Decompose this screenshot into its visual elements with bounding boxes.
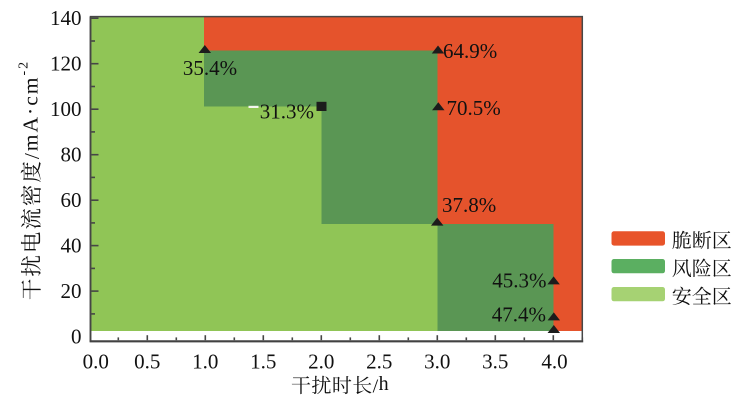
svg-text:20: 20: [61, 279, 82, 303]
svg-text:风险区: 风险区: [672, 252, 732, 281]
svg-text:干扰电流密度/mA·cm-2: 干扰电流密度/mA·cm-2: [15, 60, 46, 300]
svg-text:干扰时长/h: 干扰时长/h: [291, 369, 389, 398]
svg-text:4.0: 4.0: [541, 349, 567, 373]
svg-text:47.4%: 47.4%: [492, 303, 546, 327]
svg-text:1.5: 1.5: [250, 349, 276, 373]
svg-text:60: 60: [61, 188, 82, 212]
svg-text:80: 80: [61, 143, 82, 167]
svg-text:0.5: 0.5: [134, 349, 160, 373]
svg-text:0: 0: [71, 325, 82, 349]
svg-text:100: 100: [50, 97, 82, 121]
svg-text:31.3%: 31.3%: [260, 99, 314, 123]
svg-text:35.4%: 35.4%: [183, 56, 237, 80]
svg-text:2.5: 2.5: [366, 349, 392, 373]
svg-text:70.5%: 70.5%: [447, 96, 501, 120]
svg-text:37.8%: 37.8%: [442, 193, 496, 217]
svg-text:3.0: 3.0: [424, 349, 450, 373]
svg-text:1.0: 1.0: [192, 349, 218, 373]
svg-text:45.3%: 45.3%: [492, 269, 546, 293]
svg-text:40: 40: [61, 234, 82, 258]
svg-text:2.0: 2.0: [308, 349, 334, 373]
svg-text:0.0: 0.0: [83, 349, 109, 373]
svg-text:安全区: 安全区: [672, 280, 732, 309]
svg-text:64.9%: 64.9%: [443, 39, 497, 63]
svg-text:脆断区: 脆断区: [672, 225, 732, 254]
svg-text:120: 120: [50, 52, 82, 76]
svg-text:140: 140: [50, 6, 82, 30]
svg-text:3.5: 3.5: [482, 349, 508, 373]
